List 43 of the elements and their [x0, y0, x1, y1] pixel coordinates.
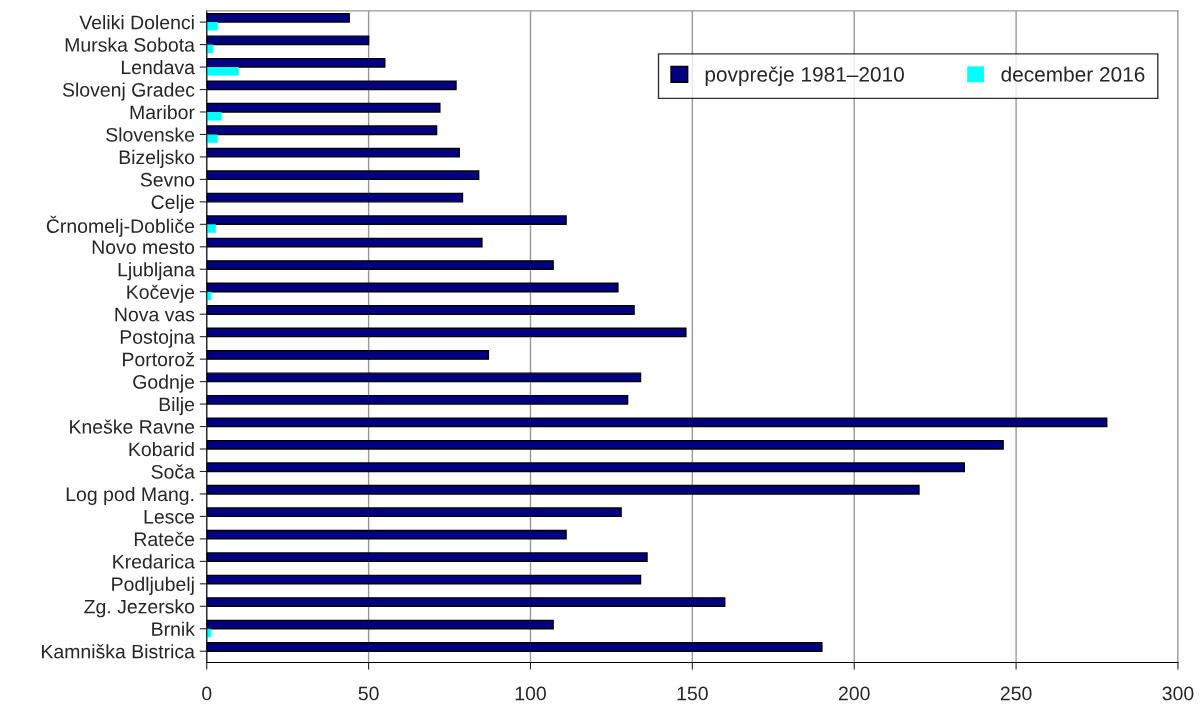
y-tick-label: Kamniška Bistrica [42, 644, 195, 659]
bar [206, 224, 216, 233]
legend-label: december 2016 [1001, 66, 1145, 82]
y-tick-label: Sevno [140, 172, 195, 187]
y-tick-label: Zg. Jezersko [84, 599, 195, 618]
x-tick-label: 0 [202, 686, 212, 701]
x-tick-label: 100 [515, 686, 546, 701]
y-tick-label: Črnomelj-Dobliče [46, 215, 195, 237]
y-tick-label: Portorož [123, 352, 194, 367]
y-tick-label: Kredarica [113, 554, 195, 569]
y-tick-label: Bizeljsko [119, 149, 195, 168]
y-tick-label: Log pod Mang. [66, 486, 194, 506]
y-tick-label: Slovenj Gradec [62, 82, 195, 101]
y-tick-label: Brnik [152, 621, 195, 636]
y-tick-label: Lesce [144, 510, 195, 524]
bar [206, 22, 218, 31]
x-tick-label: 50 [358, 686, 379, 701]
y-tick-label: Godnje [133, 374, 195, 393]
y-tick-label: Slovenske [106, 127, 195, 142]
y-tick-label: Postojna [120, 329, 195, 348]
y-tick-label: Kočevje [127, 284, 195, 303]
y-tick-label: Novo mesto [92, 240, 195, 255]
y-tick-label: Veliki Dolenci [79, 15, 194, 30]
x-tick-label: 200 [838, 686, 870, 701]
y-tick-label: Kobarid [129, 441, 194, 457]
x-tick-label: 150 [677, 686, 708, 701]
bar [206, 111, 222, 121]
y-tick-label: Podljubelj [112, 576, 194, 595]
x-tick-label: 250 [1000, 686, 1032, 701]
y-tick-label: Soča [151, 464, 195, 479]
bar [206, 67, 239, 76]
y-tick-label: Kneške Ravne [70, 419, 195, 434]
y-tick-label: Maribor [130, 104, 195, 120]
y-tick-label: Celje [151, 194, 195, 213]
y-tick-label: Rateče [134, 531, 195, 547]
y-tick-label: Murska Sobota [65, 37, 195, 52]
y-tick-label: Bilje [159, 397, 195, 416]
bar [206, 134, 218, 143]
x-tick-label: 300 [1162, 686, 1194, 701]
y-tick-label: Lendava [121, 59, 195, 75]
legend-label: povprečje 1981–2010 [705, 66, 904, 86]
y-tick-label: Ljubljana [118, 262, 195, 281]
y-tick-label: Nova vas [115, 307, 195, 322]
